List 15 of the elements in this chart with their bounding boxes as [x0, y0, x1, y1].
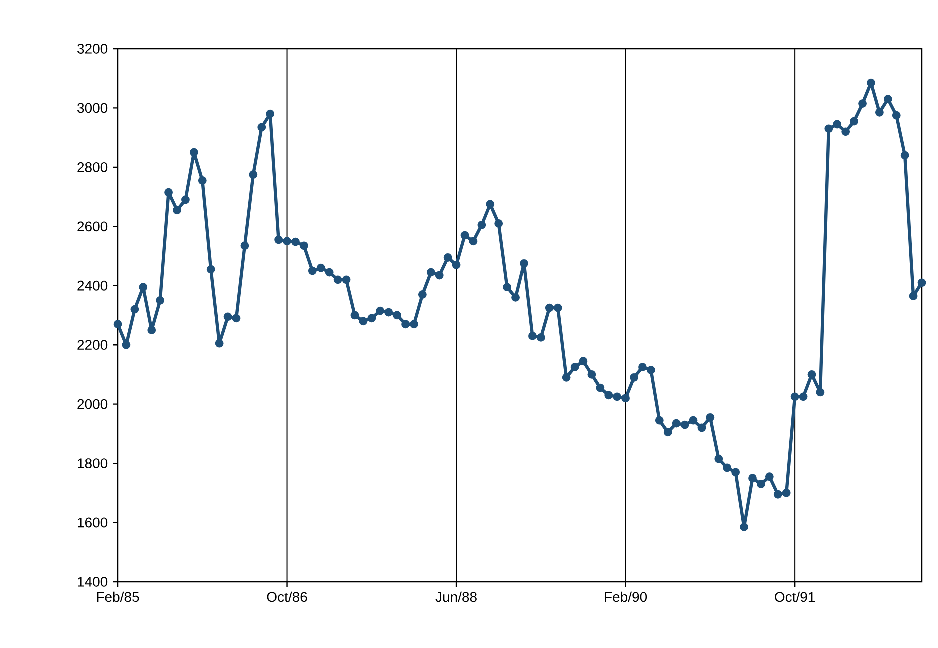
x-tick-label: Oct/91 — [775, 592, 816, 602]
y-tick-label: 1400 — [78, 577, 108, 587]
y-tick-label: 2800 — [78, 162, 108, 172]
y-tick-label: 2000 — [78, 399, 108, 410]
y-tick-label: 3000 — [78, 103, 108, 114]
y-tick-label: 2200 — [78, 340, 108, 350]
y-tick-label: 1800 — [78, 458, 108, 468]
y-tick-label: 3200 — [78, 44, 108, 54]
x-tick-label: Oct/86 — [267, 592, 308, 602]
x-tick-label: Feb/90 — [605, 592, 648, 602]
y-tick-label: 2400 — [78, 280, 108, 291]
x-tick-label: Feb/85 — [97, 592, 140, 602]
x-tick-label: Jun/88 — [436, 592, 477, 602]
y-tick-label: 1600 — [78, 518, 108, 528]
y-tick-label: 2600 — [78, 222, 108, 232]
